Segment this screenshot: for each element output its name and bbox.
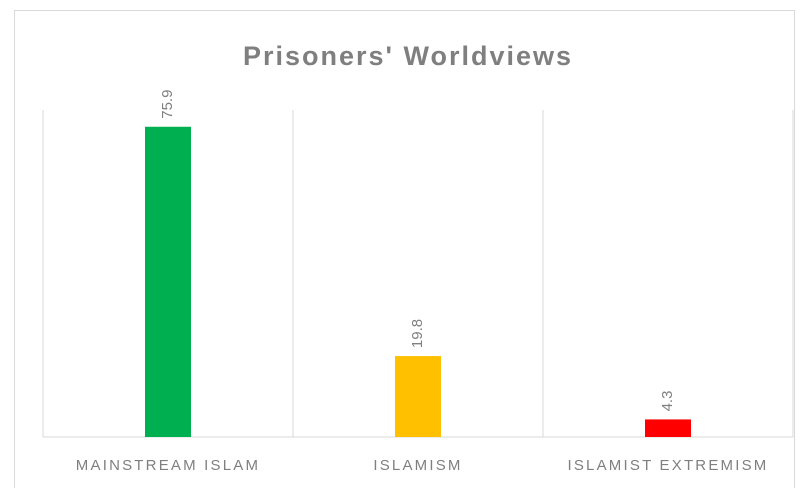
x-tick-label: ISLAMIST EXTREMISM (567, 457, 768, 474)
bar (395, 356, 441, 437)
value-label: 4.3 (659, 391, 676, 412)
x-tick-label: MAINSTREAM ISLAM (76, 457, 260, 474)
value-label: 75.9 (159, 90, 176, 119)
bar (145, 126, 191, 437)
bar (645, 419, 691, 437)
chart-title: Prisoners' Worldviews (243, 41, 573, 71)
value-label: 19.8 (409, 319, 426, 348)
x-tick-label: ISLAMISM (373, 457, 462, 474)
